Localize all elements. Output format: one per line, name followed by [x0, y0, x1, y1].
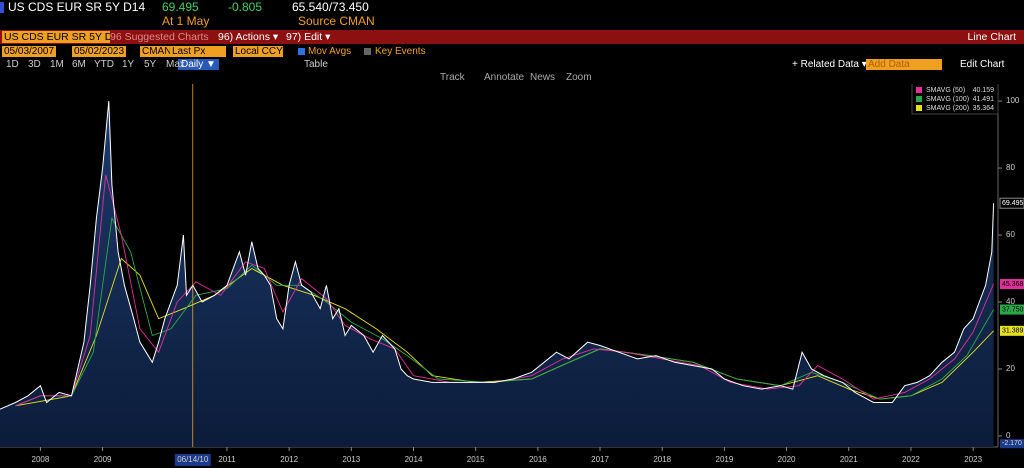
y-tick-label: 20 — [1006, 364, 1015, 373]
x-tick-label: 2017 — [591, 455, 609, 464]
day-range: 65.540/73.450 — [292, 0, 369, 14]
series-line — [15, 257, 994, 407]
legend-swatch — [916, 87, 922, 93]
frequency[interactable]: Daily ▼ — [178, 59, 219, 70]
chart-tool[interactable]: Zoom — [566, 72, 592, 83]
header-row-2: At 1 May Source CMAN — [0, 14, 1024, 28]
chart-tool[interactable]: News — [530, 72, 556, 83]
period-button[interactable]: YTD — [94, 59, 114, 70]
low-flag-label: -2.170 — [1002, 440, 1022, 447]
cursor-label: 06/14/10 — [177, 455, 209, 464]
chart: 0 20 40 60 80 100 2008 2009 2011 2012 2013 2014 2015… — [0, 84, 1024, 466]
low-flag — [1000, 439, 1024, 449]
source: Source CMAN — [298, 14, 375, 28]
end-flag-label: 37.750 — [1002, 306, 1024, 313]
end-flag — [1000, 325, 1024, 336]
end-flag-label: 69.495 — [1002, 200, 1024, 207]
period-button[interactable]: 6M — [72, 59, 86, 70]
field[interactable]: Last Px — [170, 46, 226, 57]
currency[interactable]: Local CCY — [233, 46, 283, 57]
x-tick-label: 2013 — [342, 455, 360, 464]
settings-row: 05/03/2007 05/02/2023 CMAN Last Px Local… — [0, 46, 1024, 58]
legend-name: SMAVG (50) — [926, 87, 965, 94]
end-flag — [999, 197, 1024, 209]
ticker: US CDS EUR SR 5Y D14 — [8, 0, 146, 14]
legend-value: 40.159 — [973, 87, 995, 94]
chart-tool[interactable]: Track — [440, 72, 465, 83]
series-line — [15, 174, 995, 407]
marker — [0, 2, 4, 13]
checkbox[interactable] — [364, 48, 371, 55]
mov-avgs[interactable]: Mov Avgs — [308, 46, 352, 57]
legend-box — [911, 84, 999, 115]
legend-value: 38.920 — [973, 84, 995, 85]
legend-name: SMAVG (200) — [926, 105, 969, 112]
legend: Last Price 38.920 SMAVG (50) 40.159 SMAVG (1… — [911, 84, 999, 115]
suggested[interactable]: 96 Suggested Charts — [110, 31, 209, 43]
legend-value: 35.364 — [973, 105, 995, 112]
header-row: US CDS EUR SR 5Y D14 69.495 -0.805 65.54… — [0, 0, 1024, 14]
end-date[interactable]: 05/02/2023 — [72, 46, 127, 57]
x-tick-label: 2016 — [529, 455, 547, 464]
x-tick-label: 2011 — [218, 455, 236, 464]
x-tick-label: 2012 — [280, 455, 298, 464]
checkbox[interactable] — [298, 48, 305, 55]
x-tick-label: 2015 — [467, 455, 485, 464]
as-of: At 1 May — [162, 14, 210, 28]
legend-swatch — [916, 105, 922, 111]
security-field[interactable]: US CDS EUR SR 5Y D14 — [2, 31, 110, 43]
x-tick-label: 2020 — [778, 455, 796, 464]
legend-name: Last Price — [926, 84, 957, 85]
series-line — [0, 101, 995, 410]
x-tick-label: 2014 — [405, 455, 423, 464]
chart-tool[interactable]: Annotate — [484, 72, 525, 83]
price-area — [0, 101, 994, 447]
change: -0.805 — [228, 0, 263, 14]
period-button[interactable]: 1Y — [122, 59, 135, 70]
period-button[interactable]: 1D — [6, 59, 19, 70]
end-flag-label: 45.368 — [1002, 281, 1024, 288]
chart-kind: Line Chart — [967, 31, 1016, 43]
y-tick-label: 40 — [1006, 297, 1015, 306]
tool-row: Track Annotate News Zoom — [0, 72, 1024, 83]
cursor-label-box — [174, 454, 211, 466]
add-data[interactable]: Add Data — [866, 59, 942, 70]
x-tick-label: 2019 — [716, 455, 734, 464]
x-tick-label: 2009 — [94, 455, 112, 464]
legend-swatch — [916, 96, 922, 102]
edit[interactable]: 97) Edit ▾ — [286, 31, 331, 43]
last-price: 69.495 — [162, 0, 199, 14]
end-flag-label: 31.389 — [1002, 328, 1024, 335]
legend-value: 41.491 — [973, 96, 995, 103]
period-button[interactable]: 5Y — [144, 59, 157, 70]
x-tick-label: 2008 — [32, 455, 50, 464]
menu-bar: US CDS EUR SR 5Y D14 96 Suggested Charts… — [0, 30, 1024, 44]
start-date[interactable]: 05/03/2007 — [2, 46, 57, 57]
x-tick-label: 2021 — [840, 455, 858, 464]
period-button[interactable]: 1M — [50, 59, 64, 70]
y-tick-label: 60 — [1006, 230, 1015, 239]
x-tick-label: 2023 — [964, 455, 982, 464]
x-tick-label: 2022 — [902, 455, 920, 464]
period-button[interactable]: Max — [166, 59, 185, 70]
related-data[interactable]: + Related Data ▾ — [792, 59, 867, 70]
x-tick-label: 2018 — [653, 455, 671, 464]
edit-chart[interactable]: Edit Chart — [960, 59, 1005, 70]
end-flag — [1000, 279, 1024, 290]
toolbar: Daily ▼ Table + Related Data ▾ Add Data … — [0, 59, 1024, 70]
end-flag — [1000, 304, 1024, 315]
table[interactable]: Table — [304, 59, 328, 70]
y-tick-label: 0 — [1006, 431, 1011, 440]
key-events[interactable]: Key Events — [375, 46, 426, 57]
actions[interactable]: 96) Actions ▾ — [218, 31, 279, 43]
y-tick-label: 100 — [1006, 96, 1020, 105]
y-tick-label: 80 — [1006, 163, 1015, 172]
source-field[interactable]: CMAN — [140, 46, 174, 57]
period-button[interactable]: 3D — [28, 59, 41, 70]
legend-name: SMAVG (100) — [926, 96, 969, 103]
